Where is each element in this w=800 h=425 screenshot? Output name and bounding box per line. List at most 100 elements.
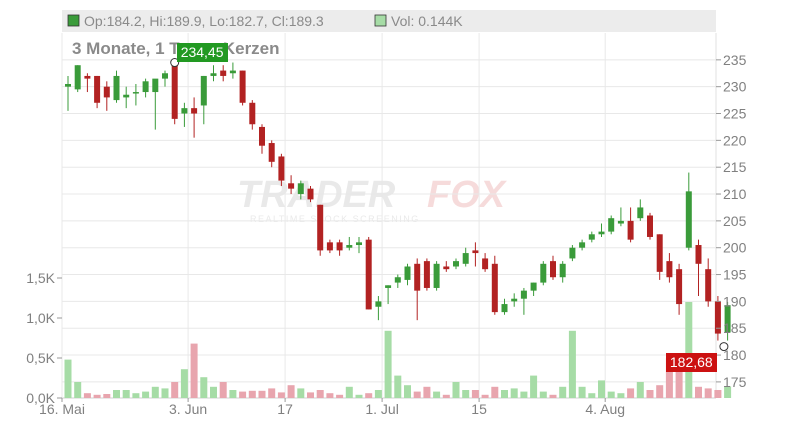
candle-body [365, 239, 372, 310]
candle-body [637, 207, 644, 219]
volume-bar [190, 343, 198, 398]
candle-body [191, 108, 198, 114]
candle-body [569, 247, 576, 259]
volume-tick-label: 0,0K [26, 390, 55, 406]
ohlc-legend-swatch [67, 14, 80, 27]
candle-body [385, 285, 392, 288]
candle-body [462, 253, 469, 264]
volume-bar [103, 394, 111, 398]
price-tick-label: 185 [723, 320, 747, 336]
volume-bar [161, 388, 169, 398]
candle-body [94, 75, 101, 103]
candle-body [559, 263, 566, 278]
candle-body [356, 242, 362, 246]
candle-body [443, 266, 450, 270]
volume-bar [423, 386, 431, 398]
volume-bar [510, 388, 518, 398]
candle-body [714, 301, 721, 334]
volume-bar [404, 385, 411, 398]
candle-body [317, 204, 324, 251]
candle-body [307, 188, 314, 200]
candle-body [676, 269, 683, 305]
price-tick-label: 230 [723, 79, 747, 95]
volume-bar [64, 359, 72, 398]
volume-bar [83, 393, 91, 398]
volume-bar [355, 394, 363, 398]
candle-body [491, 263, 498, 313]
candle-body [666, 261, 673, 278]
volume-bar [74, 382, 82, 398]
volume-bar [374, 390, 382, 398]
candle-body [695, 245, 702, 264]
candle-body [579, 242, 586, 248]
candle-body [103, 86, 110, 98]
volume-bar [442, 394, 450, 398]
max-price-label: 234,45 [176, 42, 228, 62]
volume-bar [142, 391, 150, 398]
price-tick-label: 195 [723, 267, 747, 283]
price-tick-label: 225 [723, 106, 747, 122]
volume-legend-swatch [374, 14, 387, 27]
candle-body [627, 220, 634, 240]
min-price-label: 182,68 [665, 352, 717, 372]
volume-bar [210, 386, 217, 398]
volume-bar [685, 302, 693, 398]
volume-bar [520, 391, 528, 398]
candle-body [326, 242, 333, 251]
price-tick-label: 210 [723, 186, 747, 202]
volume-bar [394, 375, 402, 398]
candle-body [540, 263, 547, 283]
candle-body [220, 70, 227, 76]
candle-body [210, 73, 217, 76]
volume-bar [113, 390, 120, 398]
volume-bar [471, 390, 479, 398]
volume-bar [695, 386, 702, 398]
volume-bar [530, 375, 538, 398]
date-tick-label: 3. Jun [169, 401, 207, 417]
candle-body [336, 242, 343, 251]
volume-bar [462, 390, 470, 398]
volume-bar [316, 390, 324, 398]
min-marker [719, 342, 729, 352]
candle-body [113, 75, 120, 101]
watermark-logo: TRADER FOX REALTIME STOCK SCREENING [237, 174, 508, 224]
candle-body [65, 83, 71, 87]
volume-bar [646, 390, 654, 398]
volume-bar [724, 386, 732, 398]
volume-bar [481, 394, 489, 398]
candle-body [152, 78, 159, 93]
candle-body [705, 269, 712, 302]
candle-body [404, 266, 411, 280]
volume-bar [93, 394, 101, 398]
candle-body [423, 261, 430, 288]
volume-bar [307, 392, 314, 398]
candle-body [511, 298, 518, 302]
price-tick-label: 190 [723, 293, 747, 309]
candle-body [588, 234, 595, 240]
candle-body [617, 220, 624, 224]
candle-body [288, 183, 295, 189]
volume-bar [384, 330, 392, 398]
candle-body [685, 191, 692, 248]
volume-legend-text: Vol: 0.144K [391, 13, 463, 29]
volume-bar [413, 391, 421, 398]
candle-body [74, 65, 81, 90]
volume-tick-label: 0,5K [26, 350, 55, 366]
candle-body [414, 263, 421, 291]
volume-bar [258, 390, 266, 398]
volume-bar [151, 386, 159, 398]
price-tick-label: 180 [723, 347, 747, 363]
candle-body [249, 102, 256, 125]
candle-body [181, 108, 188, 114]
watermark-trader: TRADER [237, 174, 396, 216]
watermark-tagline: REALTIME STOCK SCREENING [250, 214, 420, 224]
candle-body [656, 234, 663, 272]
candle-body [84, 75, 91, 79]
volume-bar [219, 382, 227, 398]
candle-body [171, 62, 178, 119]
candles [65, 62, 731, 341]
volume-bar [248, 390, 256, 398]
candle-body [123, 94, 130, 98]
candle-body [268, 143, 275, 162]
